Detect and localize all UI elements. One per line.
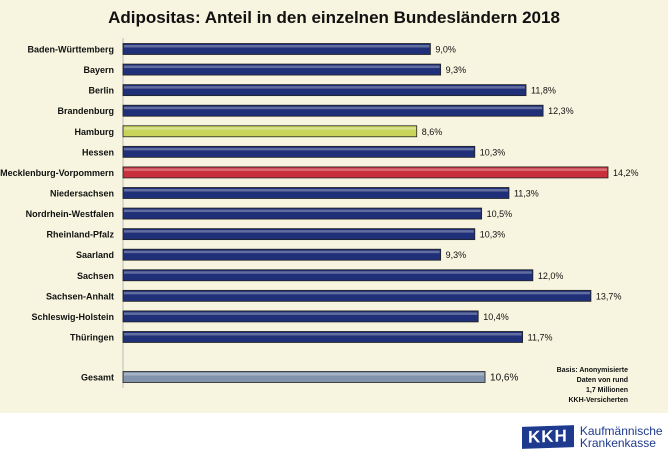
bar	[122, 371, 486, 383]
value-label: 12,3%	[548, 106, 574, 116]
bar-highlight	[124, 106, 543, 110]
bar-highlight	[124, 188, 508, 192]
bar	[122, 310, 479, 323]
value-label: 10,5%	[487, 209, 513, 219]
bar	[122, 43, 431, 55]
bar-highlight	[124, 86, 526, 89]
bar-chart: Baden-Württemberg 9,0% Bayern 9,3% Berlin 11,…	[0, 38, 639, 388]
value-label: 9,3%	[446, 250, 467, 260]
value-label: 8,6%	[422, 127, 443, 137]
bar-highlight	[124, 168, 607, 171]
category-label: Hamburg	[74, 127, 114, 137]
note-line: Basis: Anonymisierte	[556, 367, 628, 374]
category-label: Brandenburg	[57, 106, 114, 116]
bar-highlight	[124, 271, 532, 274]
bar	[122, 104, 544, 117]
category-label: Baden-Württemberg	[27, 45, 114, 55]
value-label: 11,7%	[528, 332, 553, 342]
logo-line1: Kaufmännische	[579, 424, 663, 438]
bar-highlight	[124, 312, 478, 315]
bar-highlight	[124, 250, 440, 254]
value-label: 9,3%	[446, 65, 467, 75]
bar-highlight	[124, 45, 430, 48]
bar	[122, 166, 609, 179]
bar-highlight	[124, 332, 522, 336]
bar-highlight	[124, 291, 590, 295]
value-label: 13,7%	[596, 291, 622, 301]
bar	[122, 63, 442, 76]
bar	[122, 125, 418, 138]
category-label: Sachsen	[77, 271, 114, 281]
bar-highlight	[124, 230, 474, 233]
logo-line2: Krankenkasse	[579, 436, 656, 450]
value-label: 9,0%	[435, 45, 456, 55]
bar-highlight	[124, 147, 474, 151]
value-label: 11,3%	[514, 188, 539, 198]
bar-highlight	[124, 127, 416, 130]
bar	[122, 269, 534, 282]
category-label: Saarland	[76, 250, 114, 260]
logo-mark: KKH	[522, 425, 574, 449]
category-label: Rheinland-Pfalz	[46, 230, 114, 240]
category-label: Hessen	[82, 147, 114, 157]
note-line: 1,7 Millionen	[585, 387, 628, 394]
bar-highlight	[124, 209, 481, 213]
value-label: 10,4%	[483, 312, 509, 322]
note-line: Daten von rund	[576, 377, 628, 384]
bar-highlight	[124, 373, 485, 376]
bar	[122, 248, 442, 261]
category-label: Niedersachsen	[50, 188, 114, 198]
kkh-logo: KKH Kaufmännische Krankenkasse	[522, 425, 663, 449]
category-label: Schleswig-Holstein	[31, 312, 114, 322]
note-line: KKH-Versicherten	[568, 397, 628, 404]
category-label: Mecklenburg-Vorpommern	[0, 168, 114, 178]
bar	[122, 145, 476, 158]
category-label: Thüringen	[70, 332, 114, 342]
category-label: Gesamt	[81, 373, 114, 383]
category-label: Bayern	[83, 65, 114, 75]
value-label: 12,0%	[538, 271, 564, 281]
category-label: Berlin	[88, 86, 114, 96]
bar	[122, 207, 483, 220]
value-label: 14,2%	[613, 168, 639, 178]
data-basis-note: Basis: Anonymisierte Daten von rund 1,7 …	[540, 366, 628, 406]
category-label: Sachsen-Anhalt	[46, 291, 114, 301]
bar	[122, 289, 592, 302]
bar	[122, 228, 476, 241]
bar	[122, 187, 510, 199]
value-label: 10,3%	[480, 147, 506, 157]
bar-highlight	[124, 65, 440, 69]
category-label: Nordrhein-Westfalen	[26, 209, 114, 219]
chart-title: Adipositas: Anteil in den einzelnen Bund…	[108, 8, 560, 27]
bar	[122, 331, 524, 343]
value-label: 10,3%	[480, 230, 506, 240]
value-label: 10,6%	[490, 373, 518, 384]
bar	[122, 84, 527, 97]
value-label: 11,8%	[531, 86, 556, 96]
